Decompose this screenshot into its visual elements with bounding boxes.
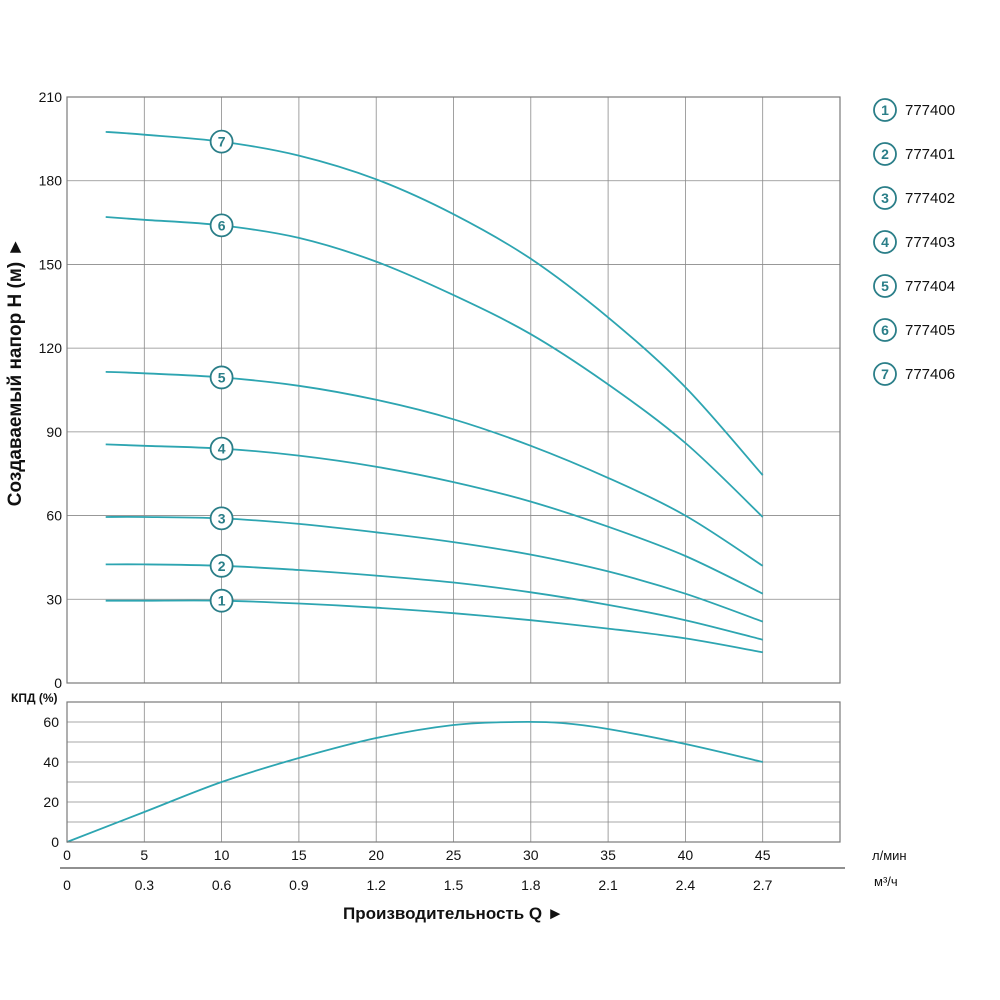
- x-tick-m3h: 1.2: [366, 877, 386, 893]
- curve-marker-circle: [209, 553, 234, 578]
- efficiency-curve: [66, 720, 763, 843]
- legend-marker-circle: [873, 318, 897, 342]
- legend-marker-label: 6: [881, 322, 889, 338]
- curve-marker-label: 3: [218, 510, 226, 526]
- curve-marker-label: 2: [218, 558, 226, 574]
- x-tick-m3h: 0.9: [289, 877, 309, 893]
- efficiency-y-tick-label: 40: [43, 754, 59, 770]
- legend: 1 777400 2 777401 3 777402 4 777403 5 777404 6 7774…: [873, 98, 955, 386]
- head-y-ticks: 0 30 60 90 120 150 180 210: [39, 89, 63, 691]
- head-y-tick-label: 0: [54, 675, 62, 691]
- x-tick-m3h: 2.7: [753, 877, 773, 893]
- x-tick-lmin: 25: [446, 847, 462, 863]
- x-unit-lmin: л/мин: [872, 848, 907, 863]
- legend-marker-label: 7: [881, 366, 889, 382]
- legend-model-code: 777405: [905, 322, 955, 339]
- legend-marker-label: 3: [881, 190, 889, 206]
- legend-marker-label: 2: [881, 146, 889, 162]
- legend-model-code: 777403: [905, 234, 955, 251]
- x-unit-m3h: м³/ч: [874, 874, 898, 889]
- head-plot-frame: [66, 96, 841, 684]
- legend-marker-circle: [873, 230, 897, 254]
- x-tick-m3h: 1.5: [444, 877, 464, 893]
- x-tick-lmin: 30: [523, 847, 539, 863]
- x-tick-m3h: 0.6: [212, 877, 232, 893]
- head-y-tick-label: 90: [46, 424, 62, 440]
- head-y-tick-label: 30: [46, 591, 62, 607]
- head-curve-5: [105, 371, 764, 567]
- head-curve-2: [105, 563, 763, 641]
- legend-model-code: 777406: [905, 366, 955, 383]
- x-tick-lmin: 0: [63, 847, 71, 863]
- head-y-tick-label: 150: [39, 256, 63, 272]
- legend-marker-circle: [873, 274, 897, 298]
- head-grid: [67, 97, 840, 683]
- curve-marker-circle: [209, 365, 234, 390]
- head-curve-1: [105, 599, 763, 654]
- head-curve-6: [105, 216, 764, 518]
- head-curves: [105, 131, 764, 654]
- x-tick-lmin: 20: [368, 847, 384, 863]
- legend-model-code: 777400: [905, 102, 955, 119]
- x-axis-label: Производительность Q ►: [343, 904, 564, 923]
- head-y-tick-label: 210: [39, 89, 63, 105]
- curve-marker-label: 4: [218, 441, 226, 457]
- head-curve-7: [105, 131, 764, 476]
- legend-marker-label: 5: [881, 278, 889, 294]
- efficiency-y-tick-label: 20: [43, 794, 59, 810]
- curve-marker-circle: [209, 588, 234, 613]
- legend-marker-label: 1: [881, 102, 889, 118]
- legend-marker-circle: [873, 186, 897, 210]
- legend-marker-circle: [873, 362, 897, 386]
- x-tick-lmin: 45: [755, 847, 771, 863]
- curve-marker-label: 6: [218, 217, 226, 233]
- head-y-tick-label: 120: [39, 340, 63, 356]
- curve-marker-circle: [209, 129, 234, 154]
- legend-model-code: 777402: [905, 190, 955, 207]
- efficiency-y-tick-label: 60: [43, 714, 59, 730]
- x-tick-m3h: 0.3: [135, 877, 155, 893]
- x-tick-lmin: 35: [600, 847, 616, 863]
- efficiency-curve-line: [66, 720, 763, 843]
- efficiency-plot-frame: [66, 701, 841, 843]
- x-tick-lmin: 5: [140, 847, 148, 863]
- curve-marker-circle: [209, 213, 234, 238]
- legend-model-code: 777401: [905, 146, 955, 163]
- head-y-axis-label: Создаваемый напор H (м) ►: [5, 238, 26, 507]
- x-tick-m3h: 1.8: [521, 877, 541, 893]
- legend-marker-circle: [873, 142, 897, 166]
- head-curve-3: [105, 515, 764, 623]
- x-tick-lmin: 10: [214, 847, 230, 863]
- head-y-tick-label: 60: [46, 508, 62, 524]
- curve-marker-label: 5: [218, 369, 226, 385]
- efficiency-y-tick-label: 0: [51, 834, 59, 850]
- curve-marker-circle: [209, 506, 234, 531]
- x-axis-ticks: 0 5 10 15 20 25 30 35 40 45 0 0.3 0.6 0.9 1.2 1.5 1.8 2.1…: [60, 847, 845, 893]
- curve-marker-label: 7: [218, 134, 226, 150]
- curve-marker-circle: [209, 436, 234, 461]
- x-tick-m3h: 2.4: [676, 877, 696, 893]
- legend-marker-label: 4: [881, 234, 889, 250]
- x-tick-m3h: 0: [63, 877, 71, 893]
- x-tick-lmin: 40: [678, 847, 694, 863]
- efficiency-y-axis-label: КПД (%): [11, 691, 58, 705]
- efficiency-y-ticks: 0 20 40 60: [43, 714, 59, 850]
- x-tick-lmin: 15: [291, 847, 307, 863]
- head-curve-markers: 1 2 3 4 5 6 7: [209, 129, 234, 613]
- efficiency-grid: [67, 702, 840, 842]
- legend-marker-circle: [873, 98, 897, 122]
- legend-model-code: 777404: [905, 278, 955, 295]
- head-y-tick-label: 180: [39, 173, 63, 189]
- head-curve-4: [105, 443, 764, 595]
- x-tick-m3h: 2.1: [598, 877, 618, 893]
- curve-marker-label: 1: [218, 593, 226, 609]
